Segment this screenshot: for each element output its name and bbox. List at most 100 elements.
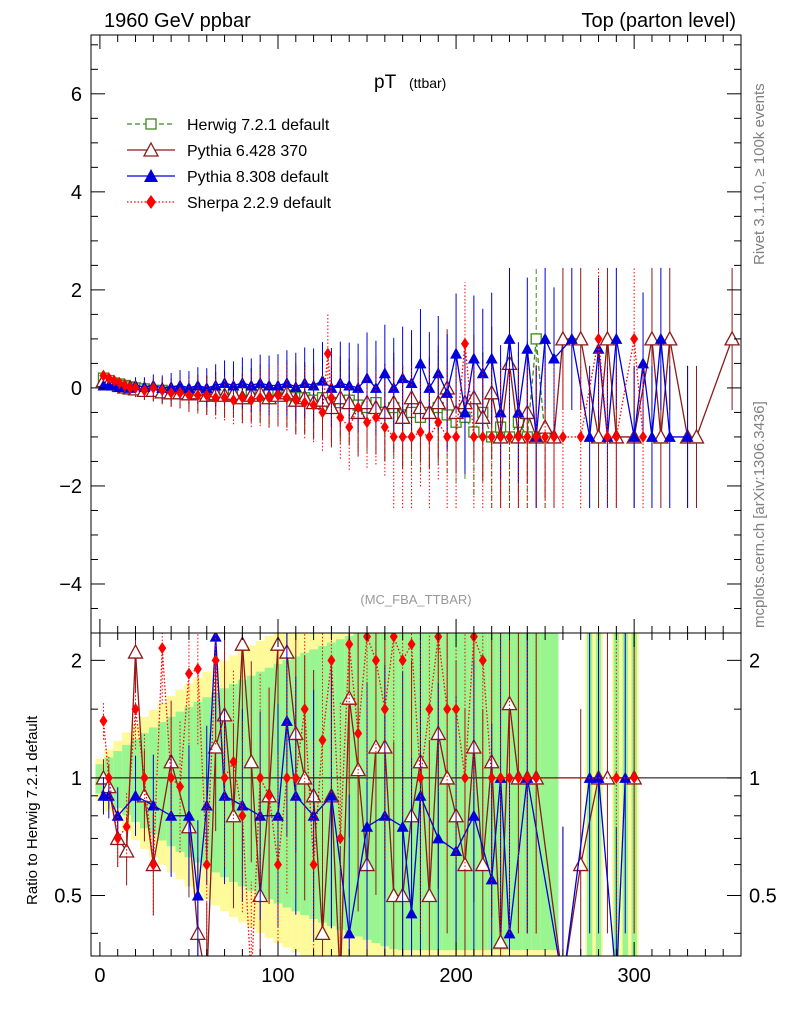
ratio-point-sherpa <box>211 654 220 667</box>
ratio-point-sherpa <box>443 703 452 716</box>
data-point-pythia8 <box>280 377 293 389</box>
ratio-point-pythia6 <box>421 887 438 903</box>
data-point-pythia8 <box>681 430 694 442</box>
ratio-point-pythia6 <box>572 856 589 872</box>
ratio-series-sherpa <box>99 633 639 956</box>
legend-entry-pythia6: Pythia 6.428 370 <box>127 141 307 160</box>
ratio-plot-frame <box>90 632 742 957</box>
ratio-point-pythia6 <box>492 933 509 949</box>
ratio-xtick-label: 300 <box>617 965 650 987</box>
ratio-point-pythia8 <box>432 832 445 844</box>
data-point-sherpa <box>363 416 372 429</box>
ratio-point-sherpa <box>282 771 291 784</box>
data-point-pythia6 <box>599 330 616 346</box>
ratio-point-sherpa <box>273 858 282 871</box>
data-point-sherpa <box>323 347 332 360</box>
data-point-sherpa <box>273 389 282 402</box>
ratio-point-sherpa <box>122 820 131 833</box>
data-point-pythia8 <box>503 332 516 344</box>
ratio-point-sherpa <box>167 771 176 784</box>
data-point-sherpa <box>345 421 354 434</box>
ratio-ytick-label: 1 <box>71 768 82 790</box>
data-point-pythia8 <box>200 381 213 393</box>
data-point-sherpa <box>309 399 318 412</box>
main-ytick-label: 6 <box>71 84 82 106</box>
data-point-sherpa <box>282 391 291 404</box>
ratio-point-sherpa <box>612 771 621 784</box>
ratio-point-sherpa <box>505 771 514 784</box>
data-point-sherpa <box>514 430 523 443</box>
ratio-point-sherpa <box>140 771 149 784</box>
data-point-sherpa <box>291 394 300 407</box>
ratio-point-pythia6 <box>234 635 251 651</box>
legend-marker-herwig <box>145 118 157 130</box>
data-point-sherpa <box>389 430 398 443</box>
data-point-sherpa <box>140 384 149 397</box>
ratio-point-pythia8 <box>209 633 222 642</box>
data-point-sherpa <box>229 394 238 407</box>
data-point-sherpa <box>505 430 514 443</box>
data-point-sherpa <box>318 406 327 419</box>
main-ytick-label: 4 <box>71 182 82 204</box>
data-point-pythia8 <box>218 377 231 389</box>
data-point-pythia8 <box>236 377 249 389</box>
ratio-point-sherpa <box>309 858 318 871</box>
ratio-point-pythia8 <box>129 789 142 801</box>
data-point-pythia8 <box>494 406 507 418</box>
data-point-sherpa <box>416 426 425 439</box>
ratio-point-sherpa <box>265 789 274 802</box>
ratio-point-sherpa <box>398 654 407 667</box>
legend-entry-pythia8: Pythia 8.308 default <box>127 169 329 186</box>
ratio-point-sherpa <box>318 734 327 747</box>
data-point-sherpa <box>131 381 140 394</box>
ratio-point-sherpa <box>389 633 398 643</box>
ratio-point-pythia8 <box>485 873 498 885</box>
data-point-sherpa <box>425 430 434 443</box>
data-point-pythia8 <box>592 342 605 354</box>
ratio-point-pythia6 <box>243 753 260 769</box>
ratio-point-pythia6 <box>474 856 491 872</box>
data-point-sherpa <box>541 430 550 443</box>
ratio-point-sherpa <box>630 771 639 784</box>
ratio-point-sherpa <box>158 642 167 655</box>
legend-entry-herwig: Herwig 7.2.1 default <box>127 117 330 134</box>
ratio-point-sherpa <box>131 703 140 716</box>
data-point-pythia8 <box>565 332 578 344</box>
ratio-point-sherpa <box>336 832 345 845</box>
ratio-ytick-label-right: 0.5 <box>749 886 777 908</box>
ratio-point-sherpa <box>104 771 113 784</box>
ratio-point-pythia6 <box>127 643 144 659</box>
data-point-pythia8 <box>405 377 418 389</box>
ratio-point-sherpa <box>371 654 380 667</box>
ratio-point-sherpa <box>256 771 265 784</box>
ratio-line-sherpa <box>102 636 635 956</box>
data-point-pythia8 <box>414 357 427 369</box>
band-inner <box>157 722 167 841</box>
series-sherpa <box>99 267 648 509</box>
data-point-sherpa <box>354 401 363 414</box>
data-point-sherpa <box>443 430 452 443</box>
data-point-sherpa <box>256 391 265 404</box>
ratio-point-sherpa <box>149 858 158 871</box>
ratio-point-sherpa <box>407 638 416 651</box>
ratio-point-sherpa <box>354 727 363 740</box>
side-label-rivet: Rivet 3.1.10, ≥ 100k events <box>751 83 768 265</box>
data-point-pythia8 <box>334 377 347 389</box>
ratio-point-sherpa <box>514 771 523 784</box>
ratio-point-sherpa <box>220 771 229 784</box>
legend-label-sherpa: Sherpa 2.2.9 default <box>187 195 332 212</box>
data-point-pythia6 <box>661 330 678 346</box>
data-point-pythia8 <box>387 381 400 393</box>
ratio-point-sherpa <box>532 771 541 784</box>
ratio-point-sherpa <box>291 771 300 784</box>
data-point-sherpa <box>247 394 256 407</box>
data-point-sherpa <box>469 430 478 443</box>
data-point-pythia6 <box>652 428 669 444</box>
data-point-sherpa <box>639 430 648 443</box>
data-point-pythia6 <box>590 428 607 444</box>
ratio-point-sherpa <box>460 771 469 784</box>
data-point-sherpa <box>327 391 336 404</box>
data-point-pythia8 <box>209 379 222 391</box>
data-point-pythia8 <box>539 332 552 344</box>
